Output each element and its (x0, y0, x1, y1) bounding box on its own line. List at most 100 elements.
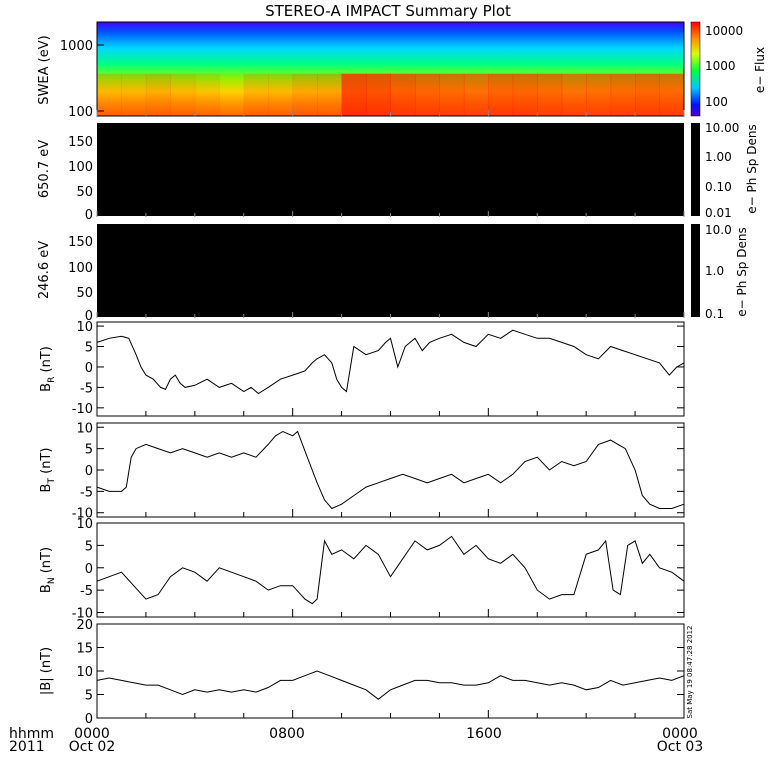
swea-flux-column (414, 73, 440, 116)
br-ytick: -10 (72, 402, 93, 417)
generation-stamp: Sat May 19 08:47:28 2012 (686, 625, 694, 718)
panel-bt: 10 5 0 -5 -10 BT (nT) (39, 421, 685, 522)
swea-flux-column (463, 73, 489, 116)
pad650-ytick-100: 100 (68, 160, 93, 175)
br-ylabel: BR (nT) (39, 346, 57, 392)
pad246-cbar-tick-10: 10.0 (705, 223, 732, 237)
swea-flux-column (488, 73, 514, 116)
pad246-cbar-tick-1: 1.0 (705, 264, 724, 278)
pad650-cbar-tick-01: 0.10 (705, 180, 732, 194)
pad246-ytick-150: 150 (68, 235, 93, 250)
swea-ytick-100: 100 (68, 105, 93, 120)
time-axis-label-year: 2011 (9, 739, 45, 755)
bt-ytick: -10 (72, 507, 93, 522)
bmag-ylabel: |B| (nT) (39, 647, 54, 695)
br-ytick: 0 (85, 361, 93, 376)
swea-flux-column (390, 73, 416, 116)
pad650-ytick-50: 50 (76, 185, 93, 200)
bn-ytick: 5 (85, 539, 93, 554)
swea-flux-column (635, 73, 661, 116)
swea-flux-column (561, 73, 587, 116)
bn-ytick: -5 (80, 584, 93, 599)
pad650-cbar-tick-001: 0.01 (705, 206, 732, 220)
bt-ytick: 5 (85, 443, 93, 458)
bn-ytick: 0 (85, 562, 93, 577)
swea-flux-column (121, 73, 147, 116)
br-plot-frame (96, 321, 685, 417)
bn-ytick: -10 (72, 607, 93, 622)
time-tick-date-oct02: Oct 02 (69, 739, 115, 755)
panel-br: 10 5 0 -5 -10 BR (nT) (39, 320, 685, 417)
swea-flux-column (243, 73, 269, 116)
bmag-ytick: 0 (85, 712, 93, 727)
swea-flux-column (317, 73, 343, 116)
br-ytick: 10 (76, 320, 93, 335)
pad246-ytick-50: 50 (76, 286, 93, 301)
br-ytick: 5 (85, 341, 93, 356)
time-tick-0800: 0800 (269, 726, 305, 742)
pad246-ytick-100: 100 (68, 261, 93, 276)
pad246-ylabel: 246.6 eV (37, 241, 52, 299)
bn-plot-frame (96, 522, 685, 618)
swea-ylabel: SWEA (eV) (37, 35, 52, 104)
bmag-plot-frame (96, 623, 685, 719)
swea-flux-column (292, 73, 318, 116)
swea-flux-column (194, 73, 220, 116)
bn-ylabel: BN (nT) (39, 547, 57, 593)
pad246-cbar-tick-01: 0.1 (705, 307, 724, 321)
bn-series-line (96, 535, 685, 605)
pad650-spectrogram (97, 123, 684, 216)
bt-ylabel: BT (nT) (39, 448, 57, 493)
pad650-ytick-150: 150 (68, 135, 93, 150)
swea-cbar-tick-10000: 10000 (705, 24, 743, 38)
panel-bn: 10 5 0 -5 -10 BN (nT) (39, 517, 685, 622)
bmag-ytick: 10 (76, 665, 93, 680)
time-tick-1600: 1600 (466, 726, 502, 742)
swea-flux-column (219, 73, 245, 116)
pad246-ytick-0: 0 (85, 309, 93, 324)
bn-ytick: 10 (76, 517, 93, 532)
time-axis-label-hhmm: hhmm (9, 726, 54, 742)
bmag-ytick: 20 (76, 618, 93, 633)
bt-series-line (96, 430, 685, 510)
swea-flux-column (659, 73, 684, 116)
panel-swea: 1000 100 SWEA (eV) 10000 1000 100 e− Flu… (37, 21, 767, 120)
swea-colorbar (690, 21, 701, 117)
bt-ytick: -5 (80, 485, 93, 500)
bmag-series-line (96, 670, 685, 700)
panel-pad650: 150 100 50 0 650.7 eV 10.00 1.00 0.10 0.… (37, 121, 759, 223)
panel-pad246: 150 100 50 0 246.6 eV 10.0 1.0 0.1 e− Ph… (37, 223, 749, 324)
swea-ytick-1000: 1000 (60, 39, 93, 54)
swea-flux-column (366, 73, 391, 116)
swea-flux-column (586, 73, 612, 116)
pad650-ytick-0: 0 (85, 208, 93, 223)
swea-flux-column (537, 73, 563, 116)
swea-cbar-label: e− Flux (753, 47, 767, 93)
time-tick-2400: 0000 (662, 726, 698, 742)
pad650-cbar-tick-1: 1.00 (705, 150, 732, 164)
bmag-ytick: 5 (85, 689, 93, 704)
swea-flux-column (341, 73, 367, 116)
pad246-spectrogram (97, 224, 684, 317)
time-tick-0000: 0000 (74, 726, 110, 742)
swea-flux-columns (97, 73, 684, 116)
swea-flux-column (97, 73, 122, 116)
swea-flux-column (268, 73, 294, 116)
pad246-colorbar (691, 224, 700, 317)
swea-cbar-tick-1000: 1000 (705, 59, 736, 73)
time-axis: hhmm 2011 0000 Oct 02 0800 1600 0000 Oct… (9, 726, 703, 755)
panel-bmag: 20 15 10 5 0 |B| (nT) (39, 618, 685, 727)
bmag-ytick: 15 (76, 642, 93, 657)
swea-flux-column (170, 73, 196, 116)
swea-flux-column (610, 73, 636, 116)
time-tick-date-oct03: Oct 03 (657, 739, 703, 755)
pad650-ylabel: 650.7 eV (37, 140, 52, 198)
swea-cbar-tick-100: 100 (705, 95, 728, 109)
swea-flux-column (145, 73, 171, 116)
br-series-line (96, 329, 685, 395)
bt-ytick: 10 (76, 421, 93, 436)
pad650-colorbar (691, 123, 700, 216)
swea-flux-column (439, 73, 465, 116)
